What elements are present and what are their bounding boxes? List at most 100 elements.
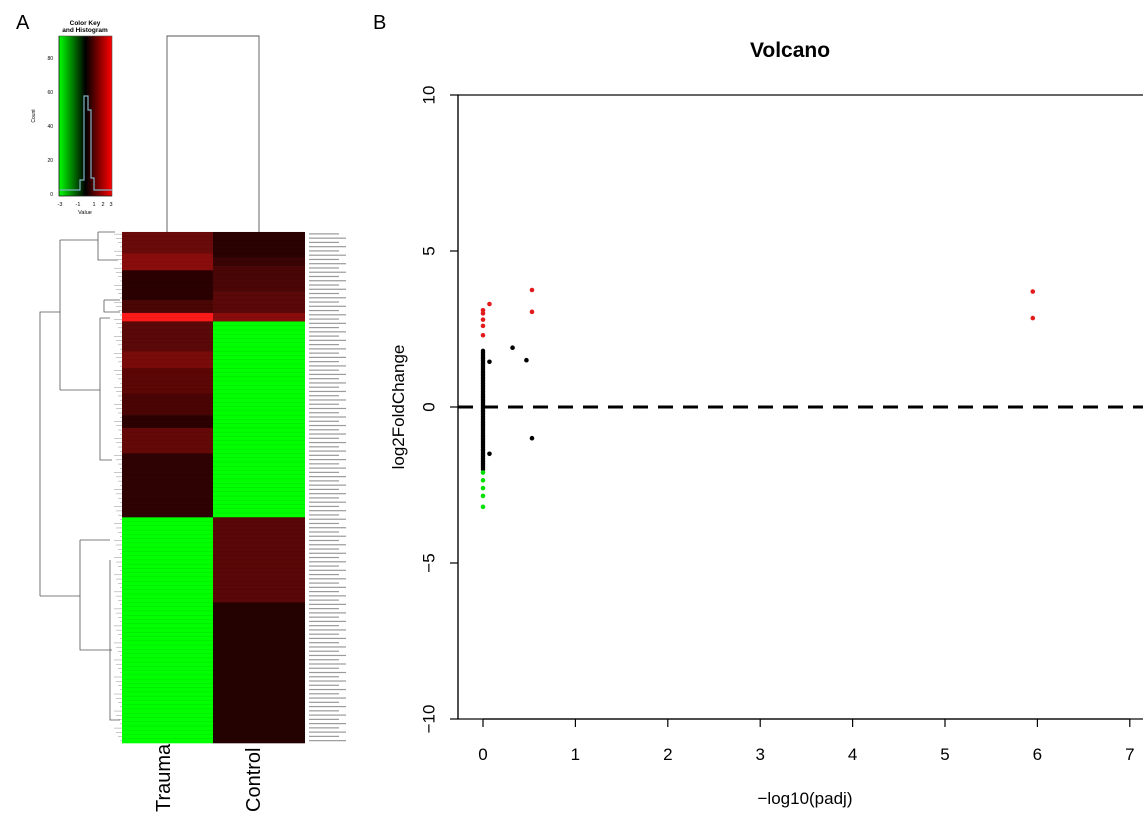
row-label — [309, 654, 346, 657]
color-key-ytick: 20 — [47, 158, 53, 164]
row-label — [309, 407, 346, 410]
row-label — [309, 356, 346, 358]
chart-title: Volcano — [750, 39, 830, 62]
row-label — [309, 416, 346, 418]
row-label — [309, 497, 339, 499]
row-label — [309, 412, 339, 414]
data-point — [524, 357, 529, 363]
row-label — [309, 514, 339, 516]
y-tick-label: −10 — [419, 705, 438, 734]
data-point — [480, 307, 486, 313]
y-tick-label: 0 — [419, 402, 438, 411]
heatmap-cell-control — [213, 232, 305, 258]
row-label — [309, 693, 339, 695]
row-label — [309, 467, 346, 469]
row-label — [309, 620, 346, 623]
row-label — [309, 548, 339, 550]
row-label — [309, 250, 339, 252]
data-point — [487, 301, 492, 307]
row-label — [309, 437, 339, 439]
row-label — [309, 331, 346, 333]
heatmap-panel: Color Key and Histogram -3 -1 1 2 3 Valu… — [31, 20, 346, 812]
color-key-xtick: 2 — [101, 202, 104, 208]
row-label — [309, 420, 339, 422]
volcano-plot: Volcano −10 −5 0 5 10 0 1 2 3 4 5 6 7 log2FoldChang… — [389, 39, 1143, 808]
row-label — [309, 424, 346, 427]
row-label — [309, 565, 339, 567]
row-label — [309, 275, 339, 278]
row-label — [309, 608, 339, 610]
x-tick-label: 2 — [663, 745, 672, 764]
row-label — [309, 527, 346, 529]
row-label — [309, 322, 346, 324]
row-label — [309, 241, 339, 244]
row-label — [309, 258, 339, 261]
color-key-xlabel: Value — [78, 210, 92, 216]
heatmap-cell-trauma — [122, 351, 213, 369]
row-label — [309, 335, 339, 337]
y-tick-label: 5 — [419, 246, 438, 255]
row-label — [309, 429, 339, 431]
row-label — [309, 433, 346, 435]
row-label — [309, 723, 346, 725]
row-label — [309, 573, 339, 576]
color-key-xtick: 3 — [109, 202, 112, 208]
heatmap-cell-trauma — [122, 368, 213, 395]
y-tick-label: −5 — [419, 553, 438, 572]
row-label — [309, 688, 346, 691]
row-label — [309, 727, 339, 729]
heatmap-cell-trauma — [122, 415, 213, 429]
row-label — [309, 578, 346, 580]
heatmap-cell-control — [213, 266, 305, 292]
data-point — [529, 309, 535, 315]
row-label — [309, 488, 339, 490]
heatmap-cell-control — [213, 517, 305, 603]
color-key-ylabel: Count — [31, 109, 37, 123]
row-label — [309, 454, 339, 456]
row-label — [309, 582, 339, 584]
row-label — [309, 471, 339, 473]
row-label — [309, 446, 339, 448]
row-label — [309, 684, 339, 686]
row-label — [309, 484, 346, 486]
row-label — [309, 569, 346, 571]
panel-b-label: B — [373, 12, 387, 34]
row-label — [309, 535, 346, 537]
row-label — [309, 667, 339, 669]
heatmap-cell-trauma — [122, 270, 213, 301]
data-point — [480, 332, 486, 338]
heatmap-cell-trauma — [122, 393, 213, 416]
row-label — [309, 731, 346, 733]
row-label — [309, 633, 339, 635]
color-key-ytick: 60 — [47, 90, 53, 96]
row-dendrogram — [39, 231, 120, 721]
row-label — [309, 318, 339, 320]
row-label — [309, 263, 346, 265]
color-key-title-2: and Histogram — [62, 27, 108, 34]
data-point — [510, 345, 515, 351]
row-label — [309, 710, 339, 712]
data-point — [1030, 289, 1036, 294]
row-label — [309, 531, 339, 533]
row-label — [309, 305, 346, 307]
row-label — [309, 365, 346, 367]
row-label — [309, 288, 346, 290]
x-tick-label: 6 — [1033, 745, 1042, 764]
heatmap-cell-trauma — [122, 453, 213, 518]
color-key-xtick: -1 — [76, 202, 81, 208]
row-label — [309, 493, 346, 495]
row-label — [309, 309, 339, 312]
color-key-gradient — [59, 36, 112, 196]
x-axis-label: −log10(padj) — [758, 789, 853, 808]
row-label — [309, 501, 346, 503]
row-label — [309, 735, 339, 737]
row-label — [309, 552, 346, 554]
color-key-title-1: Color Key — [70, 20, 101, 27]
row-label — [309, 599, 339, 601]
color-key-histogram — [59, 95, 112, 191]
column-dendrogram — [166, 35, 260, 232]
heatmap-cell-trauma — [122, 517, 213, 744]
row-label — [309, 280, 346, 282]
row-label — [309, 267, 339, 269]
row-label — [309, 637, 346, 640]
